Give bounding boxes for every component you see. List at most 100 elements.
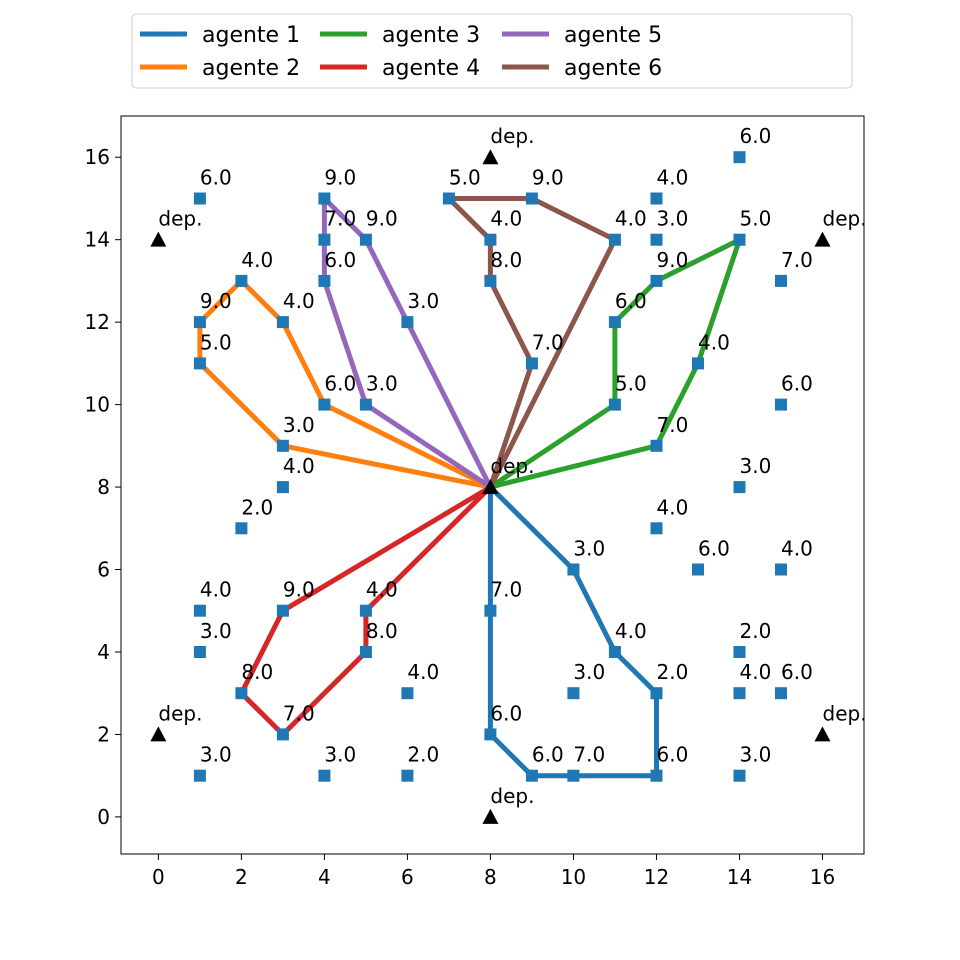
customer-marker bbox=[276, 316, 289, 329]
customer-marker bbox=[484, 274, 497, 287]
customer-demand-label: 4.0 bbox=[657, 495, 689, 519]
customer-demand-label: 3.0 bbox=[407, 289, 439, 313]
customer-marker bbox=[567, 769, 580, 782]
customer-marker bbox=[235, 274, 248, 287]
legend-label-agent-3: agente 3 bbox=[382, 23, 480, 48]
legend-label-agent-2: agente 2 bbox=[202, 56, 300, 81]
customer-marker bbox=[733, 151, 746, 164]
customer-marker bbox=[193, 316, 206, 329]
customer-demand-label: 4.0 bbox=[407, 660, 439, 684]
x-tick-label: 0 bbox=[152, 865, 165, 889]
customer-marker bbox=[359, 604, 372, 617]
y-tick-label: 16 bbox=[85, 145, 110, 169]
customer-marker bbox=[484, 728, 497, 741]
customer-demand-label: 5.0 bbox=[740, 207, 772, 231]
customer-demand-label: 3.0 bbox=[200, 743, 232, 767]
customer-marker bbox=[567, 687, 580, 700]
plot-area-frame bbox=[120, 115, 865, 855]
route-line-agent-3 bbox=[489, 237, 742, 490]
customer-demand-label: 6.0 bbox=[781, 660, 813, 684]
customer-marker bbox=[608, 233, 621, 246]
y-tick-label: 8 bbox=[97, 475, 110, 499]
route-line-agent-5 bbox=[321, 196, 493, 490]
customer-marker bbox=[318, 398, 331, 411]
customer-marker bbox=[775, 563, 787, 576]
depot-label: dep. bbox=[490, 454, 534, 478]
customer-demand-label: 6.0 bbox=[615, 289, 647, 313]
customer-marker bbox=[484, 233, 497, 246]
customer-demand-label: 4.0 bbox=[781, 537, 813, 561]
route-line-agent-6 bbox=[446, 196, 618, 489]
customer-marker bbox=[650, 192, 663, 205]
customer-marker bbox=[193, 769, 206, 782]
depot-label: dep. bbox=[823, 207, 867, 231]
depot-label: dep. bbox=[158, 207, 202, 231]
depot-marker bbox=[482, 479, 499, 495]
customer-marker bbox=[484, 604, 497, 617]
customer-demand-label: 4.0 bbox=[490, 207, 522, 231]
customer-demand-label: 7.0 bbox=[781, 248, 813, 272]
customer-marker bbox=[359, 233, 372, 246]
customer-demand-label: 8.0 bbox=[490, 248, 522, 272]
customer-marker bbox=[733, 769, 746, 782]
customer-marker bbox=[276, 728, 289, 741]
customer-marker bbox=[276, 439, 289, 452]
customer-demand-label: 6.0 bbox=[698, 537, 730, 561]
depot-marker bbox=[482, 808, 499, 824]
customer-marker bbox=[733, 481, 746, 494]
customer-demand-label: 8.0 bbox=[366, 619, 398, 643]
customer-demand-label: 6.0 bbox=[490, 701, 522, 725]
customer-demand-label: 2.0 bbox=[657, 660, 689, 684]
depot-marker bbox=[150, 726, 167, 742]
customer-demand-label: 5.0 bbox=[615, 372, 647, 396]
customer-demand-label: 2.0 bbox=[241, 495, 273, 519]
customer-marker bbox=[692, 563, 704, 576]
customer-marker bbox=[359, 646, 372, 658]
customer-marker bbox=[775, 687, 787, 700]
y-tick-label: 12 bbox=[85, 310, 110, 334]
customer-demand-label: 6.0 bbox=[532, 743, 564, 767]
customer-demand-label: 3.0 bbox=[657, 207, 689, 231]
customer-demand-label: 5.0 bbox=[449, 166, 481, 190]
customer-demand-label: 2.0 bbox=[740, 619, 772, 643]
customer-demand-label: 7.0 bbox=[573, 743, 605, 767]
depot-label: dep. bbox=[158, 701, 202, 725]
customer-marker bbox=[650, 274, 663, 287]
x-tick-label: 4 bbox=[318, 865, 331, 889]
depot-markers bbox=[150, 149, 831, 824]
customer-demand-label: 6.0 bbox=[324, 372, 356, 396]
customer-demand-label: 5.0 bbox=[200, 330, 232, 354]
y-tick-label: 10 bbox=[85, 393, 110, 417]
customer-marker bbox=[318, 274, 331, 287]
customer-demand-label: 9.0 bbox=[283, 578, 315, 602]
customer-demand-label: 4.0 bbox=[283, 289, 315, 313]
customer-demand-label: 9.0 bbox=[200, 289, 232, 313]
customer-demand-label: 6.0 bbox=[740, 124, 772, 148]
customer-demand-label: 4.0 bbox=[241, 248, 273, 272]
customer-marker bbox=[650, 439, 663, 452]
depot-marker bbox=[814, 726, 831, 742]
customer-marker bbox=[276, 481, 289, 494]
customer-marker bbox=[775, 398, 787, 411]
customer-demand-label: 3.0 bbox=[366, 372, 398, 396]
customer-marker bbox=[401, 316, 414, 329]
customer-demand-label: 4.0 bbox=[615, 207, 647, 231]
customer-demand-label: 4.0 bbox=[283, 454, 315, 478]
customer-markers bbox=[193, 151, 787, 782]
customer-marker bbox=[318, 233, 331, 246]
customer-demand-label: 9.0 bbox=[532, 166, 564, 190]
customer-demand-label: 9.0 bbox=[324, 166, 356, 190]
y-tick-label: 6 bbox=[97, 558, 110, 582]
depot-marker bbox=[482, 149, 499, 165]
customer-marker bbox=[650, 522, 663, 535]
depot-marker bbox=[814, 231, 831, 247]
customer-marker bbox=[401, 769, 414, 782]
customer-marker bbox=[318, 769, 331, 782]
customer-demand-label: 4.0 bbox=[740, 660, 772, 684]
customer-demand-label: 3.0 bbox=[200, 619, 232, 643]
customer-marker bbox=[359, 398, 372, 411]
x-tick-label: 14 bbox=[727, 865, 752, 889]
customer-marker bbox=[567, 563, 580, 576]
legend-label-agent-1: agente 1 bbox=[202, 23, 300, 48]
